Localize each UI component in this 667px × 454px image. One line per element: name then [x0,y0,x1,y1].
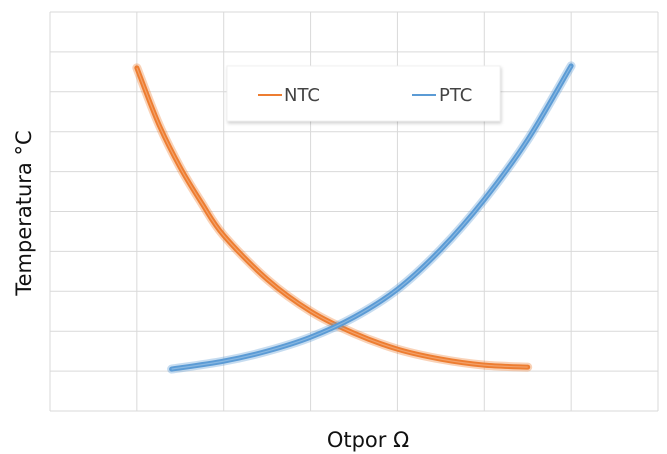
x-axis-title: Otpor Ω [327,428,409,452]
legend-ntc-label: NTC [284,85,320,106]
series-ptc-highlight [171,65,572,370]
y-axis-title: Temperatura °C [12,130,36,296]
chart-series [132,61,576,374]
chart-legend: NTC PTC [226,65,501,122]
series-ntc-highlight [136,67,528,368]
legend-ptc-label: PTC [439,85,472,106]
legend-box [226,65,501,122]
series-ntc-line [134,65,531,370]
series-ptc-line [169,63,574,372]
